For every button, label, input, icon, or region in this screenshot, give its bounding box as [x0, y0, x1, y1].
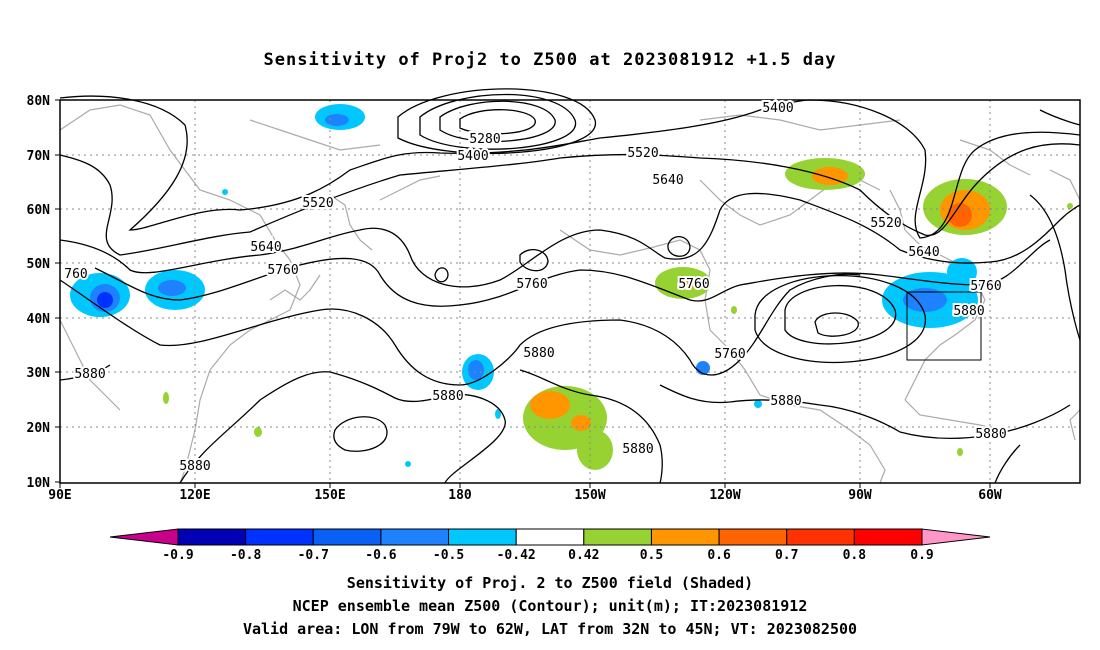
- colorbar-label: 0.8: [843, 548, 867, 563]
- colorbar-max-arrow: [921, 528, 991, 546]
- lat-tick-label: 50N: [27, 257, 51, 272]
- colorbar-label: 0.42: [568, 548, 599, 563]
- lat-tick-label: 20N: [27, 421, 51, 436]
- map-frame: [59, 99, 1081, 484]
- lat-tick-label: 10N: [27, 476, 51, 491]
- contour-label: 5880: [953, 304, 984, 319]
- colorbar-swatch: [583, 528, 652, 546]
- lat-tick-label: 60N: [27, 203, 51, 218]
- contour-label: 5520: [302, 196, 333, 211]
- contour-label: 5760: [516, 277, 547, 292]
- colorbar-label: 0.9: [910, 548, 933, 563]
- lon-tick-label: 120W: [709, 488, 740, 503]
- colorbar-label: -0.5: [433, 548, 464, 563]
- contour-label: 5880: [975, 427, 1006, 442]
- contour-label: 5640: [652, 173, 683, 188]
- contour-label: 5760: [678, 277, 709, 292]
- lon-tick-label: 90W: [848, 488, 872, 503]
- colorbar-swatch: [448, 528, 517, 546]
- latitude-axis: 80N 70N 60N 50N 40N 30N 20N 10N: [27, 94, 60, 491]
- colorbar-swatch: [177, 528, 247, 546]
- lon-tick-label: 60W: [978, 488, 1002, 503]
- contour-label: 5400: [457, 149, 488, 164]
- contour-label: 5880: [74, 367, 105, 382]
- contour-labels: 5280 5400 5400 5520 5520 5520 5640 5640 5640 5760…: [62, 99, 1008, 476]
- contour-label: 5640: [908, 245, 939, 260]
- longitude-axis: 90E 120E 150E 180 150W 120W 90W 60W: [48, 483, 1002, 503]
- colorbar-swatch: [515, 528, 585, 546]
- contour-label: 760: [64, 267, 87, 282]
- colorbar-swatch: [853, 528, 923, 546]
- contour-label: 5880: [523, 346, 554, 361]
- colorbar-label: -0.42: [497, 548, 536, 563]
- contour-label: 5760: [267, 263, 298, 278]
- plot-title: Sensitivity of Proj2 to Z500 at 20230819…: [263, 50, 837, 70]
- contour-label: 5760: [970, 279, 1001, 294]
- colorbar-swatch: [718, 528, 788, 546]
- colorbar-label: -0.7: [298, 548, 329, 563]
- contour-label: 5640: [250, 240, 281, 255]
- contour-label: 5760: [714, 347, 745, 362]
- lon-tick-label: 150W: [574, 488, 605, 503]
- contour-label: 5880: [622, 442, 653, 457]
- colorbar-label: 0.5: [640, 548, 663, 563]
- colorbar-swatch: [245, 528, 314, 546]
- lat-tick-label: 80N: [27, 94, 51, 109]
- lat-tick-label: 40N: [27, 312, 51, 327]
- colorbar-label: -0.6: [365, 548, 396, 563]
- contour-label: 5880: [432, 389, 463, 404]
- coastlines: [59, 104, 1081, 484]
- colorbar-label: -0.8: [230, 548, 261, 563]
- contour-label: 5280: [469, 132, 500, 147]
- lon-tick-label: 90E: [48, 488, 71, 503]
- colorbar-swatch: [380, 528, 450, 546]
- contour-label: 5880: [179, 459, 210, 474]
- sensitivity-shading: [70, 104, 1073, 470]
- colorbar-label: -0.9: [162, 548, 193, 563]
- contour-label: 5880: [770, 394, 801, 409]
- caption-line-1: Sensitivity of Proj. 2 to Z500 field (Sh…: [346, 574, 754, 592]
- caption-line-3: Valid area: LON from 79W to 62W, LAT fro…: [242, 620, 858, 638]
- lon-tick-label: 180: [448, 488, 472, 503]
- colorbar-min-arrow: [109, 528, 179, 546]
- contour-label: 5520: [870, 216, 901, 231]
- colorbar-swatch: [312, 528, 382, 546]
- contour-label: 5520: [627, 146, 658, 161]
- colorbar-label: 0.6: [707, 548, 731, 563]
- colorbar-label: 0.7: [775, 548, 798, 563]
- colorbar-swatch: [650, 528, 720, 546]
- lat-tick-label: 30N: [27, 366, 51, 381]
- valid-area-box: [906, 291, 982, 361]
- lat-tick-label: 70N: [27, 149, 51, 164]
- contour-label: 5400: [762, 101, 793, 116]
- lon-tick-label: 150E: [314, 488, 345, 503]
- caption-line-2: NCEP ensemble mean Z500 (Contour); unit(…: [292, 597, 808, 615]
- lon-tick-label: 120E: [179, 488, 210, 503]
- colorbar: -0.9 -0.8 -0.7 -0.6 -0.5 -0.42 0.42 0.5 0.6 0.7 0.…: [109, 528, 991, 563]
- z500-contours: [59, 88, 1081, 484]
- colorbar-swatch: [786, 528, 855, 546]
